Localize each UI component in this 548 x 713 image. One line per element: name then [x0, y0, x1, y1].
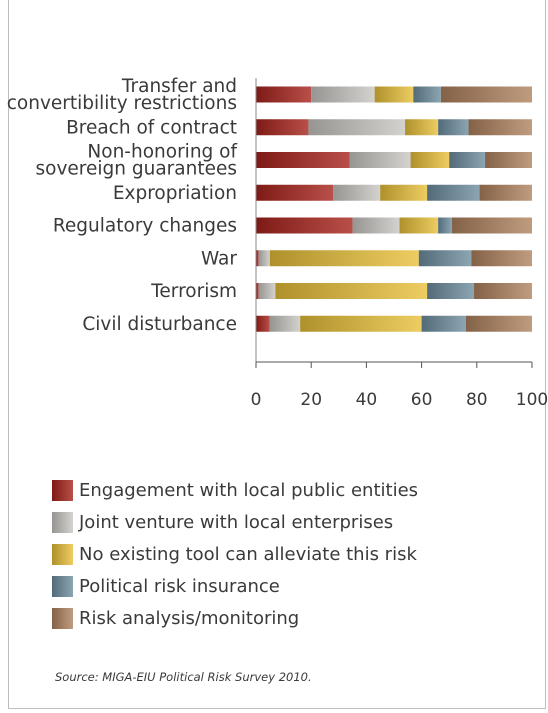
bar-segment	[269, 250, 419, 267]
bar-segment	[311, 86, 375, 103]
category-label: Breach of contract	[66, 117, 237, 138]
legend-swatch-joint-venture	[52, 511, 73, 533]
category-label: Terrorism	[150, 281, 237, 302]
bar-segment	[474, 283, 532, 299]
x-tick-label: 20	[300, 390, 322, 410]
bar-segment	[300, 315, 422, 332]
source-note: Source: MIGA-EIU Political Risk Survey 2…	[55, 670, 312, 684]
bar-segment	[256, 119, 309, 136]
bar-segment	[471, 250, 532, 267]
bar-segment	[413, 86, 441, 103]
bars	[256, 86, 532, 332]
bar-segment	[465, 315, 532, 332]
bar-segment	[256, 217, 353, 234]
category-label: Transfer and	[121, 76, 237, 97]
bar-segment	[374, 86, 414, 103]
bar-segment	[418, 250, 472, 267]
legend-swatch-political-risk-insurance	[52, 575, 73, 597]
chart-frame	[8, 0, 546, 709]
bar-segment	[449, 152, 486, 168]
bar-segment	[468, 119, 532, 136]
bar-segment	[349, 152, 411, 168]
bar-segment	[269, 315, 301, 332]
bar-segment	[399, 217, 439, 234]
legend-item: No existing tool can alleviate this risk	[52, 538, 418, 570]
legend-label: Political risk insurance	[79, 575, 280, 597]
legend-swatch-engagement	[52, 479, 73, 501]
bar-segment	[451, 217, 532, 234]
bar-segment	[380, 184, 428, 201]
legend: Engagement with local public entities Jo…	[52, 474, 418, 634]
bar-segment	[256, 250, 259, 267]
category-label: War	[201, 248, 237, 269]
bar-segment	[333, 184, 381, 201]
category-label: sovereign guarantees	[36, 159, 238, 180]
bar-segment	[256, 184, 334, 201]
legend-item: Political risk insurance	[52, 570, 418, 602]
legend-label: Joint venture with local enterprises	[79, 511, 394, 533]
legend-label: Risk analysis/monitoring	[79, 607, 300, 629]
bar-segment	[258, 283, 276, 299]
bar-segment	[427, 184, 480, 201]
bar-segment	[410, 152, 450, 168]
bar-segment	[275, 283, 428, 299]
x-tick-label: 100	[516, 390, 548, 410]
legend-item: Engagement with local public entities	[52, 474, 418, 506]
bar-segment	[258, 250, 270, 267]
legend-swatch-no-tool	[52, 543, 73, 565]
bar-segment	[308, 119, 406, 136]
x-tick-label: 60	[411, 390, 433, 410]
bar-segment	[479, 184, 532, 201]
x-axis: 0 20 40 60 80 100	[251, 78, 548, 410]
legend-swatch-risk-analysis	[52, 607, 73, 629]
category-label: Expropriation	[113, 183, 237, 204]
x-tick-label: 80	[466, 390, 488, 410]
bar-segment	[440, 86, 532, 103]
bar-segment	[256, 86, 312, 103]
legend-item: Risk analysis/monitoring	[52, 602, 418, 634]
bar-segment	[405, 119, 439, 136]
bar-segment	[352, 217, 400, 234]
category-label: convertibility restrictions	[7, 93, 237, 114]
bar-segment	[256, 283, 259, 299]
bar-segment	[421, 315, 466, 332]
category-label: Regulatory changes	[53, 216, 237, 237]
category-label: Civil disturbance	[82, 314, 237, 335]
category-label: Non-honoring of	[87, 142, 237, 163]
bar-segment	[438, 119, 469, 136]
x-tick-label: 40	[356, 390, 378, 410]
legend-label: No existing tool can alleviate this risk	[79, 543, 417, 565]
legend-item: Joint venture with local enterprises	[52, 506, 418, 538]
bar-segment	[438, 217, 452, 234]
bar-segment	[427, 283, 475, 299]
bar-segment	[256, 152, 350, 168]
x-tick-label: 0	[251, 390, 262, 410]
bar-segment	[256, 315, 270, 332]
bar-segment	[485, 152, 532, 168]
legend-label: Engagement with local public entities	[79, 479, 419, 501]
